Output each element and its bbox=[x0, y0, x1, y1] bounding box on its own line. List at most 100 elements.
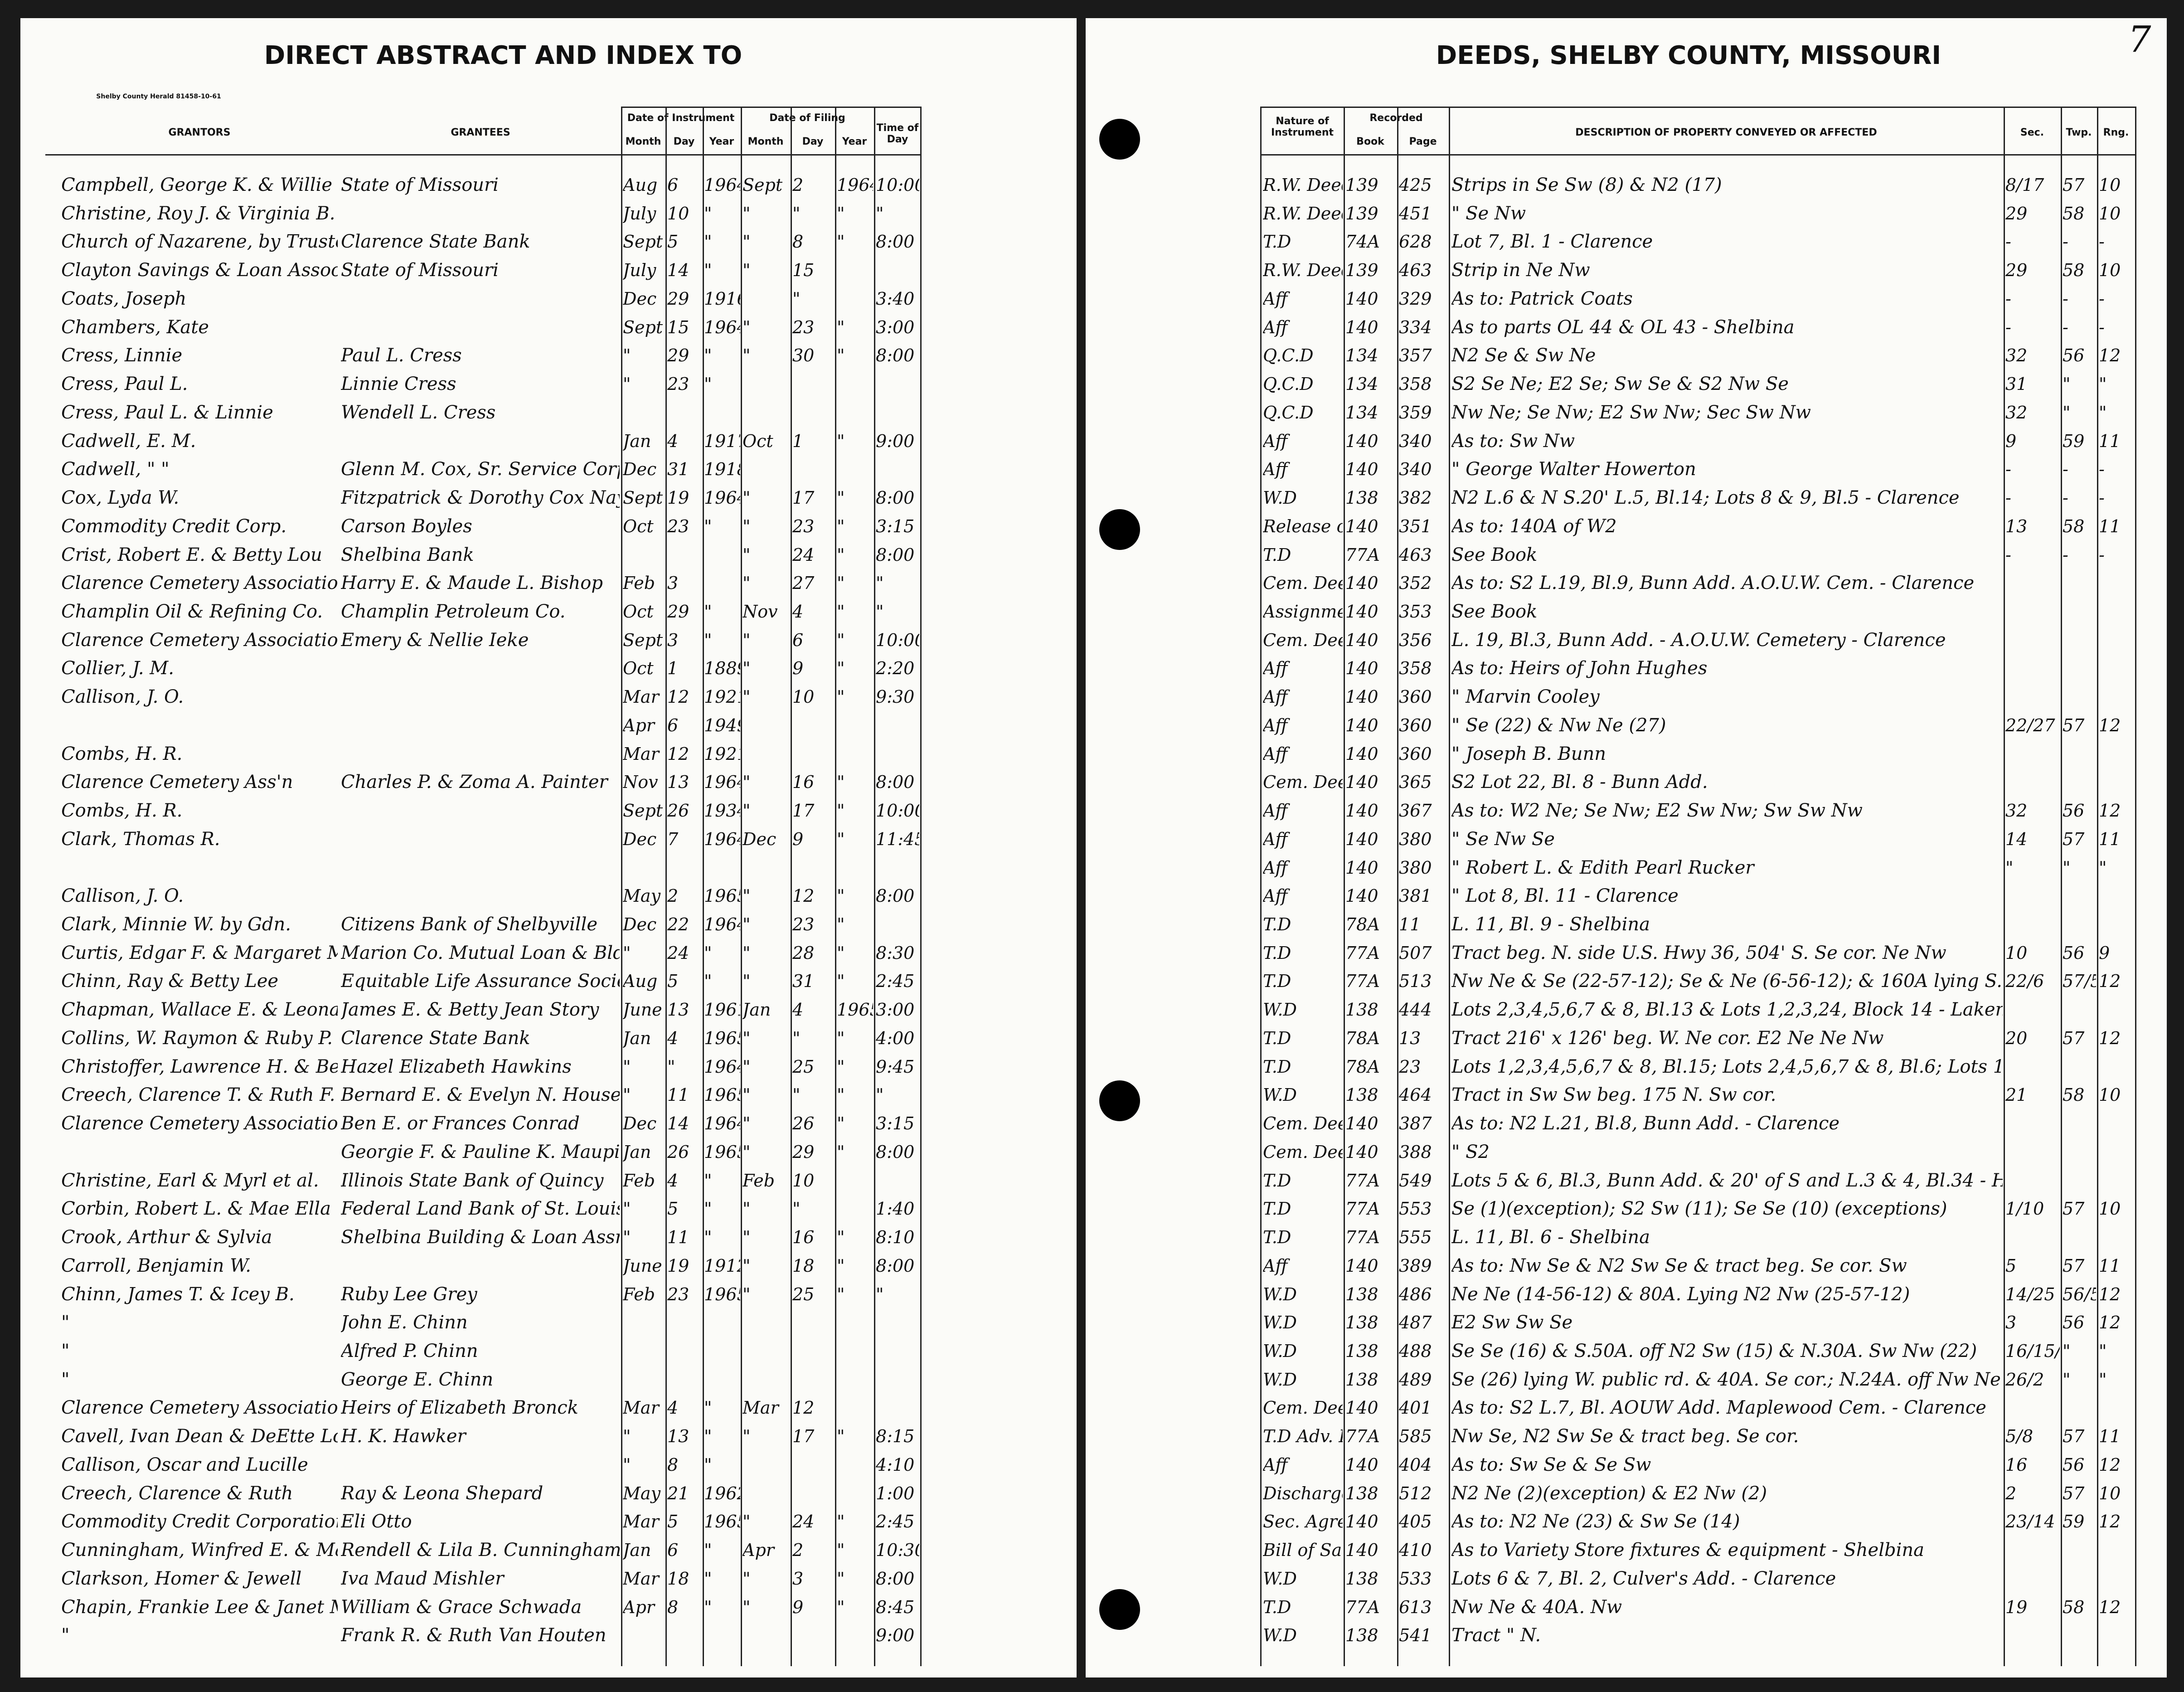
entry-grantor: Clarence Cemetery Association bbox=[61, 573, 338, 594]
entry-fy: " bbox=[837, 345, 845, 366]
entry-book: 140 bbox=[1345, 431, 1378, 451]
entry-id: 12 bbox=[667, 744, 689, 764]
entry-id: 26 bbox=[667, 1142, 689, 1162]
entry-rng: 10 bbox=[2099, 1085, 2121, 1105]
description: Nw Ne & Se (22-57-12); Se & Ne (6-56-12)… bbox=[1451, 971, 2003, 992]
entry-nature: T.D bbox=[1263, 1056, 1291, 1077]
entry-im: Apr bbox=[623, 1597, 655, 1617]
entry-id: 29 bbox=[667, 288, 689, 309]
entry-grantor: Cunningham, Winfred E. & Mary E. bbox=[61, 1540, 338, 1561]
entry-book: 140 bbox=[1345, 715, 1378, 735]
entry-im: Sept bbox=[623, 232, 663, 252]
entry-fd: 9 bbox=[792, 1597, 804, 1617]
entry-page: 405 bbox=[1399, 1512, 1432, 1532]
entry-im: June bbox=[623, 1255, 662, 1276]
entry-time: 4:00 bbox=[876, 1028, 915, 1048]
entry-book: 140 bbox=[1345, 317, 1378, 337]
entry-book: 77A bbox=[1345, 1170, 1380, 1191]
header-rule bbox=[45, 154, 621, 156]
entry-fy: " bbox=[837, 1512, 845, 1532]
entry-book: 139 bbox=[1345, 260, 1378, 281]
entry-iy: " bbox=[704, 601, 712, 622]
entry-grantee: Shelbina Building & Loan Assn. bbox=[341, 1227, 620, 1248]
entry-nature: W.D bbox=[1263, 1341, 1297, 1361]
entry-rng: - bbox=[2099, 459, 2105, 480]
entry-nature: Aff bbox=[1263, 317, 1288, 337]
entry-rng: - bbox=[2099, 488, 2105, 508]
entry-fm: Sept bbox=[743, 175, 783, 195]
entry-grantee: Alfred P. Chinn bbox=[341, 1340, 478, 1361]
entry-sec: 22/27 bbox=[2005, 715, 2055, 735]
entry-im: Oct bbox=[623, 516, 654, 536]
entry-fm: " bbox=[743, 488, 751, 508]
entry-page: 628 bbox=[1399, 232, 1432, 252]
entry-grantor: Commodity Credit Corporation bbox=[61, 1511, 338, 1532]
entry-grantor: Clarence Cemetery Association bbox=[61, 629, 338, 651]
entry-fm: " bbox=[743, 1085, 751, 1105]
col-header: Twp. bbox=[2066, 127, 2092, 138]
entry-im: Aug bbox=[623, 175, 658, 195]
entry-fm: " bbox=[743, 1426, 751, 1447]
entry-fd: 28 bbox=[792, 943, 815, 963]
entry-twp: - bbox=[2063, 317, 2068, 337]
entry-rng: - bbox=[2099, 232, 2105, 252]
entry-grantee: Fitzpatrick & Dorothy Cox Naylor bbox=[341, 487, 620, 509]
col-header: Date of Instrument bbox=[627, 112, 735, 124]
entry-page: 356 bbox=[1399, 630, 1432, 650]
entry-page: 512 bbox=[1399, 1483, 1432, 1503]
entry-im: " bbox=[623, 1454, 631, 1475]
entry-book: 140 bbox=[1345, 772, 1378, 793]
entry-nature: T.D bbox=[1263, 1199, 1291, 1219]
entry-page: 507 bbox=[1399, 943, 1432, 963]
entry-grantor: " bbox=[61, 1312, 70, 1333]
entry-grantee: Heirs of Elizabeth Bronck bbox=[341, 1397, 578, 1419]
entry-fd: 18 bbox=[792, 1255, 815, 1276]
entry-id: 23 bbox=[667, 1284, 689, 1304]
entry-iy: 1921 bbox=[704, 687, 740, 707]
entry-fm: " bbox=[743, 886, 751, 906]
description: E2 Sw Sw Se bbox=[1451, 1312, 1573, 1333]
entry-rng: " bbox=[2099, 402, 2107, 423]
entry-twp: 56/57 bbox=[2063, 1284, 2096, 1304]
entry-fy: " bbox=[837, 1284, 845, 1304]
description: L. 11, Bl. 6 - Shelbina bbox=[1451, 1227, 1650, 1248]
entry-book: 138 bbox=[1345, 1000, 1378, 1020]
description: As to: N2 L.21, Bl.8, Bunn Add. - Claren… bbox=[1451, 1113, 1840, 1134]
entry-im: Aug bbox=[623, 971, 658, 992]
entry-sec: 19 bbox=[2005, 1597, 2028, 1617]
entry-twp: " bbox=[2063, 1341, 2071, 1361]
entry-nature: T.D bbox=[1263, 545, 1291, 565]
entry-grantor: " bbox=[61, 1369, 70, 1390]
entry-page: 425 bbox=[1399, 175, 1432, 195]
entry-im: Mar bbox=[623, 1398, 659, 1418]
entry-book: 77A bbox=[1345, 943, 1380, 963]
entry-nature: Q.C.D bbox=[1263, 345, 1314, 366]
entry-fy: " bbox=[837, 630, 845, 650]
entry-grantor: Clark, Minnie W. by Gdn. bbox=[61, 914, 291, 935]
entry-fy: " bbox=[837, 943, 845, 963]
entry-grantee: Citizens Bank of Shelbyville bbox=[341, 914, 598, 935]
entry-page: 358 bbox=[1399, 374, 1432, 394]
entry-page: 13 bbox=[1399, 1028, 1421, 1048]
description: As to: W2 Ne; Se Nw; E2 Sw Nw; Sw Sw Nw bbox=[1451, 800, 1863, 822]
entry-sec: - bbox=[2005, 459, 2011, 480]
entry-sec: 31 bbox=[2005, 374, 2028, 394]
entry-grantee: Ray & Leona Shepard bbox=[341, 1483, 544, 1504]
entry-nature: W.D bbox=[1263, 1313, 1297, 1333]
entry-page: 367 bbox=[1399, 801, 1432, 821]
entry-id: 14 bbox=[667, 260, 689, 281]
entry-grantee: George E. Chinn bbox=[341, 1369, 494, 1390]
entry-nature: T.D bbox=[1263, 1227, 1291, 1248]
entry-nature: T.D bbox=[1263, 1170, 1291, 1191]
entry-page: 359 bbox=[1399, 402, 1432, 423]
entry-id: 22 bbox=[667, 914, 689, 934]
entry-page: 410 bbox=[1399, 1540, 1432, 1561]
entry-grantor: Cress, Linnie bbox=[61, 345, 183, 366]
entry-page: 585 bbox=[1399, 1426, 1432, 1447]
entry-fm: Oct bbox=[743, 431, 773, 451]
entry-fy: " bbox=[837, 431, 845, 451]
col-header: Month bbox=[625, 136, 661, 147]
entry-time: 9:00 bbox=[876, 1625, 915, 1646]
entry-nature: T.D bbox=[1263, 1028, 1291, 1048]
entry-book: 140 bbox=[1345, 1540, 1378, 1561]
